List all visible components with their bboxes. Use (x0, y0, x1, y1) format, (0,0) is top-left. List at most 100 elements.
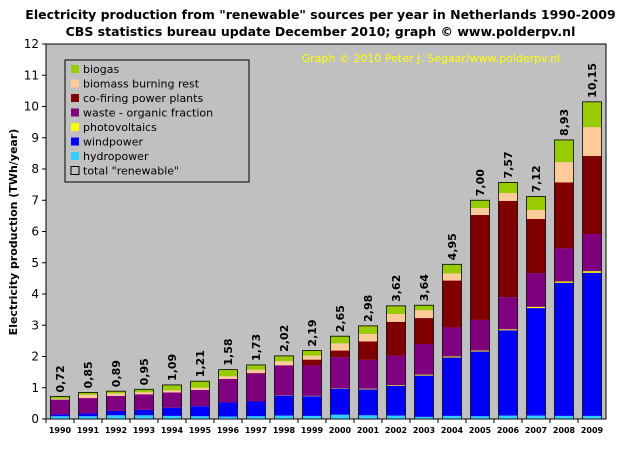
x-tick-label: 1993 (133, 426, 155, 435)
total-value-label: 4,95 (446, 233, 459, 260)
bar-total-outline (190, 380, 210, 420)
graph-credit: Graph © 2010 Peter J. Segaar/www.polderp… (302, 52, 561, 65)
bar-segment-biomass-burning-rest (218, 376, 238, 379)
bar-segment-waste-organic-fraction (414, 344, 434, 375)
y-tick-label: 8 (31, 162, 39, 176)
bar-segment-hydropower (358, 415, 378, 419)
bar-segment-windpower (358, 389, 378, 416)
bar-segment-windpower (330, 388, 350, 415)
bar-segment-waste-organic-fraction (302, 365, 322, 396)
bar-segment-waste-organic-fraction (358, 359, 378, 389)
bar-segment-biogas (190, 381, 210, 388)
bar-segment-photovoltaics (414, 374, 434, 376)
x-tick-label: 2002 (385, 426, 407, 435)
bar-segment-biogas (582, 101, 602, 128)
bar-segment-biomass-burning-rest (526, 209, 546, 219)
bar-segment-biogas (554, 139, 574, 163)
y-tick-label: 4 (31, 287, 39, 301)
bar-segment-windpower (302, 396, 322, 416)
bar-segment-windpower (134, 409, 154, 416)
bar-segment-waste-organic-fraction (78, 398, 98, 414)
bar-segment-windpower (190, 406, 210, 417)
y-tick-label: 12 (24, 37, 39, 51)
bar-segment-hydropower (162, 415, 182, 419)
bar-total-outline (470, 199, 490, 420)
legend-item-label: total "renewable" (83, 165, 179, 178)
bar-segment-waste-organic-fraction (554, 248, 574, 282)
bar-segment-waste-organic-fraction (442, 327, 462, 357)
x-tick-label: 2004 (441, 426, 464, 435)
total-value-label: 1,73 (250, 334, 263, 361)
total-value-label: 8,93 (558, 109, 571, 136)
legend-swatch (71, 152, 79, 160)
bar-segment-biomass-burning-rest (330, 343, 350, 351)
bar-segment-biogas (134, 389, 154, 393)
bar-segment-biomass-burning-rest (442, 273, 462, 281)
legend-item-label: biomass burning rest (83, 78, 200, 91)
y-tick-label: 11 (24, 68, 39, 82)
bar-segment-windpower (554, 282, 574, 416)
bar-segment-waste-organic-fraction (134, 394, 154, 410)
bar-segment-hydropower (330, 414, 350, 419)
total-value-label: 2,19 (306, 319, 319, 346)
bar-segment-waste-organic-fraction (162, 392, 182, 408)
bar-total-outline (526, 196, 546, 420)
y-tick-label: 5 (31, 256, 39, 270)
bar-segment-windpower (442, 357, 462, 416)
bar-segment-biogas (470, 200, 490, 209)
bar-segment-photovoltaics (470, 350, 490, 352)
chart-subtitle: CBS statistics bureau update December 20… (66, 24, 576, 39)
bar-segment-waste-organic-fraction (498, 297, 518, 330)
bar-segment-co-firing-power-plants (302, 359, 322, 366)
total-value-label: 0,95 (138, 358, 151, 385)
bar-segment-windpower (106, 410, 126, 416)
bar-segment-biogas (246, 364, 266, 370)
bar-segment-co-firing-power-plants (386, 321, 406, 356)
bar-segment-photovoltaics (442, 356, 462, 358)
bar-total-outline (554, 139, 574, 420)
bar-segment-biomass-burning-rest (50, 398, 70, 400)
bar-segment-hydropower (442, 415, 462, 419)
bar-segment-biogas (218, 369, 238, 377)
bar-total-outline (274, 355, 294, 420)
bar-segment-co-firing-power-plants (442, 280, 462, 328)
x-tick-label: 1992 (105, 426, 127, 435)
bar-segment-co-firing-power-plants (358, 341, 378, 360)
x-axis-ticks: 1990 1991 1992 1993 1994 1995 1996 1997 1998 1999… (45, 419, 604, 435)
y-tick-label: 2 (31, 350, 39, 364)
bar-total-outline (162, 384, 182, 420)
bar-total-outline (498, 182, 518, 420)
bar-total-outline (50, 396, 70, 420)
total-value-label: 2,98 (362, 295, 375, 322)
bar-segment-windpower (162, 407, 182, 416)
bar-total-outline (330, 335, 350, 420)
bar-segment-co-firing-power-plants (554, 182, 574, 249)
legend-swatch (71, 79, 79, 88)
bar-total-outline (386, 305, 406, 420)
x-tick-label: 2005 (469, 426, 492, 435)
bar-segment-windpower (274, 395, 294, 416)
bar-segment-biomass-burning-rest (582, 127, 602, 156)
x-tick-label: 1996 (217, 426, 240, 435)
y-tick-label: 1 (31, 381, 39, 395)
bar-segment-windpower (498, 330, 518, 416)
bar-segment-co-firing-power-plants (582, 155, 602, 234)
legend-swatch (71, 137, 79, 146)
total-value-label: 7,57 (502, 151, 515, 178)
bar-segment-windpower (582, 272, 602, 416)
x-tick-label: 2007 (525, 426, 547, 435)
bar-segment-biogas (50, 396, 70, 399)
bar-segment-hydropower (498, 415, 518, 419)
y-tick-label: 6 (31, 225, 39, 239)
total-labels: 0,72 0,85 0,89 0,95 1,09 1,21 1,58 1,73 2,02 2,19… (54, 63, 599, 392)
bar-segment-biogas (386, 305, 406, 314)
bar-total-outline (106, 390, 126, 420)
bar-segment-biogas (162, 384, 182, 391)
bar-total-outline (134, 388, 154, 420)
total-value-label: 7,12 (530, 165, 543, 192)
bar-segment-waste-organic-fraction (526, 273, 546, 307)
bar-segment-waste-organic-fraction (190, 389, 210, 407)
bar-segment-biomass-burning-rest (190, 387, 210, 390)
